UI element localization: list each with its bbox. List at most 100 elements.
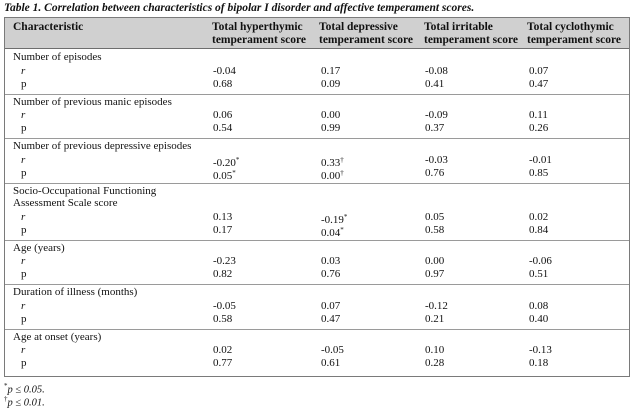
stat-label: r — [21, 64, 26, 77]
table-cell: 0.82 — [213, 268, 233, 280]
table-cell: 0.76 — [425, 166, 445, 179]
stat-label: p — [21, 77, 27, 90]
stat-label: r — [21, 109, 26, 121]
table-cell: 0.00 — [425, 255, 445, 267]
table-cell: 0.08 — [529, 299, 549, 312]
table-cell: 0.11 — [529, 109, 548, 121]
footnote: *p ≤ 0.05. — [4, 382, 45, 396]
stat-label: r — [21, 344, 26, 356]
table-cell: 0.26 — [529, 122, 549, 134]
stat-label: r — [21, 153, 26, 166]
group-name: Age at onset (years) — [13, 330, 102, 343]
group-name: Number of episodes — [13, 51, 102, 63]
footnote: †p ≤ 0.01. — [4, 395, 45, 409]
table-cell: 0.41 — [425, 77, 445, 90]
header-hyperthymic: Total hyperthymic temperament score — [212, 21, 306, 46]
table-cell: -0.09 — [425, 109, 448, 121]
table-header: Characteristic Total hyperthymic tempera… — [5, 18, 629, 49]
table-cell: 0.97 — [425, 268, 445, 280]
table-caption: Table 1. Correlation between characteris… — [4, 2, 475, 14]
table-cell: 0.00 — [321, 109, 341, 121]
table-row-p: p 0.05* 0.00† 0.76 0.85 — [5, 166, 629, 182]
table-cell: 0.85 — [529, 166, 549, 179]
table-group: Age at onset (years) r 0.02 -0.05 0.10 -0.13 p… — [5, 329, 629, 374]
table-cell: 0.02 — [213, 344, 233, 356]
stat-label: p — [21, 357, 27, 369]
table-group: Socio-Occupational Functioning Assessment… — [5, 183, 629, 241]
table-cell: 0.51 — [529, 268, 549, 280]
table-cell: -0.04 — [213, 64, 236, 77]
table-group: Number of previous manic episodes r 0.06 0.… — [5, 94, 629, 139]
table-cell: 0.84 — [529, 223, 549, 236]
table-cell: 0.09 — [321, 77, 341, 90]
table-group: Number of episodes r -0.04 0.17 -0.08 0.07 p 0.… — [5, 49, 629, 95]
table-cell: 0.99 — [321, 122, 341, 134]
table-cell: -0.19* — [321, 212, 348, 226]
stat-label: r — [21, 210, 26, 223]
table-cell: 0.61 — [321, 357, 341, 369]
table-cell: 0.04* — [321, 225, 344, 239]
table-cell: 0.76 — [321, 268, 341, 280]
table-cell: 0.77 — [213, 357, 233, 369]
stat-label: p — [21, 312, 27, 325]
table-cell: 0.05* — [213, 168, 236, 182]
table-cell: -0.06 — [529, 255, 552, 267]
table-cell: 0.07 — [321, 299, 341, 312]
table-cell: 0.68 — [213, 77, 233, 90]
header-cyclothymic: Total cyclothymic temperament score — [527, 21, 621, 46]
table-cell: 0.05 — [425, 210, 445, 223]
table-cell: 0.33† — [321, 155, 344, 169]
header-irritable: Total irritable temperament score — [424, 21, 518, 46]
group-name: Socio-Occupational Functioning Assessment… — [13, 184, 157, 210]
significance-mark: * — [235, 155, 240, 164]
table-row-p: p 0.58 0.47 0.21 0.40 — [5, 313, 629, 326]
table-row-r: r -0.23 0.03 0.00 -0.06 — [5, 255, 629, 268]
correlation-table: Characteristic Total hyperthymic tempera… — [4, 17, 630, 377]
significance-mark: * — [232, 168, 236, 177]
table-cell: -0.08 — [425, 64, 448, 77]
table-cell: 0.47 — [321, 312, 341, 325]
table-row-p: p 0.77 0.61 0.28 0.18 — [5, 357, 629, 370]
significance-mark: * — [340, 225, 344, 234]
table-cell: -0.12 — [425, 299, 448, 312]
table-cell: 0.17 — [213, 223, 233, 236]
stat-label: p — [21, 166, 27, 179]
table-cell: 0.40 — [529, 312, 549, 325]
table-group: Duration of illness (months) r -0.05 0.07 -0… — [5, 284, 629, 330]
table-row-r: r -0.20* 0.33† -0.03 -0.01 — [5, 153, 629, 169]
table-cell: -0.03 — [425, 153, 448, 166]
table-cell: 0.07 — [529, 64, 549, 77]
table-cell: 0.18 — [529, 357, 549, 369]
table-cell: -0.20* — [213, 155, 240, 169]
significance-mark: † — [340, 168, 344, 177]
table-cell: 0.03 — [321, 255, 341, 267]
table-cell: 0.58 — [425, 223, 445, 236]
header-characteristic: Characteristic — [13, 21, 84, 33]
table-row-r: r 0.06 0.00 -0.09 0.11 — [5, 109, 629, 122]
group-name: Age (years) — [13, 241, 65, 254]
header-depressive: Total depressive temperament score — [319, 21, 413, 46]
table-cell: 0.13 — [213, 210, 233, 223]
table-cell: -0.05 — [321, 344, 344, 356]
table-row-r: r -0.05 0.07 -0.12 0.08 — [5, 300, 629, 313]
table-row-p: p 0.68 0.09 0.41 0.47 — [5, 78, 629, 91]
table-group: Number of previous depressive episodes r -… — [5, 138, 629, 184]
stat-label: p — [21, 223, 27, 236]
group-name: Number of previous manic episodes — [13, 95, 172, 108]
group-name: Duration of illness (months) — [13, 286, 138, 298]
table-cell: 0.06 — [213, 109, 233, 121]
table-row-p: p 0.54 0.99 0.37 0.26 — [5, 122, 629, 135]
table-row-p: p 0.82 0.76 0.97 0.51 — [5, 268, 629, 281]
table-group: Age (years) r -0.23 0.03 0.00 -0.06 p 0.82 0.76 0… — [5, 240, 629, 285]
table-row-r: r 0.02 -0.05 0.10 -0.13 — [5, 344, 629, 357]
table-row-r: r -0.04 0.17 -0.08 0.07 — [5, 65, 629, 78]
table-cell: 0.00† — [321, 168, 344, 182]
significance-mark: † — [340, 155, 344, 164]
table-row-p: p 0.17 0.04* 0.58 0.84 — [5, 223, 629, 239]
stat-label: p — [21, 122, 27, 134]
table-cell: -0.23 — [213, 255, 236, 267]
table-cell: 0.17 — [321, 64, 341, 77]
table-cell: 0.47 — [529, 77, 549, 90]
table-cell: -0.05 — [213, 299, 236, 312]
table-cell: 0.58 — [213, 312, 233, 325]
